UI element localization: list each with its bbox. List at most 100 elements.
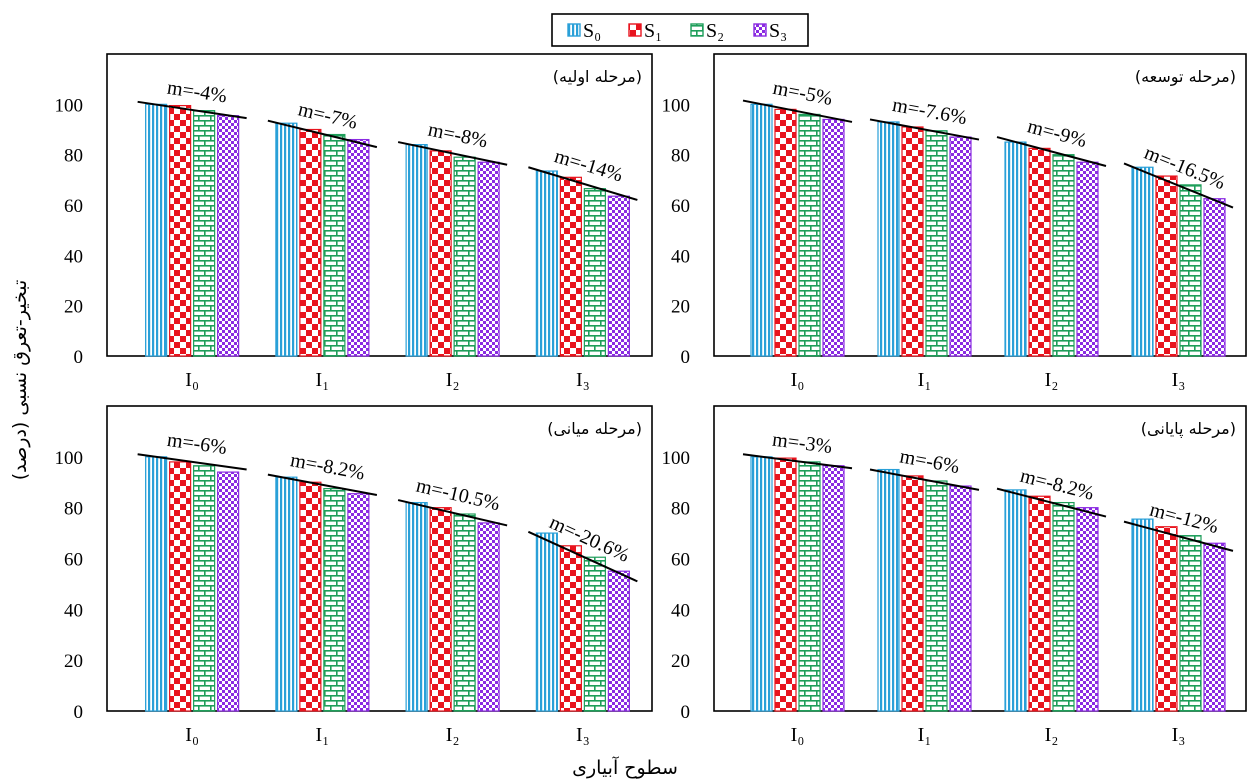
bar-S₀-0 [750, 103, 773, 357]
bar-S₂-2 [1052, 501, 1075, 712]
y-tick-label: 0 [681, 347, 691, 368]
bar-S₁-1 [299, 481, 322, 712]
y-tick-label: 60 [64, 196, 83, 217]
bar-S₀-1 [275, 476, 298, 712]
bar-S₁-0 [169, 104, 192, 357]
x-tick-label: I₂ [1045, 369, 1059, 391]
bar-S₁-0 [774, 457, 797, 712]
bar-S₀-3 [1131, 166, 1154, 357]
x-tick-label: I₁ [316, 369, 330, 391]
bar-S₀-3 [535, 170, 558, 357]
y-tick-label: 20 [671, 651, 690, 672]
chart-panels: 0 20 40 60 80 100 (مرحله اولیه) m=-4% I₀ m=-7% I₁ m… [55, 53, 1247, 746]
y-tick-label: 100 [55, 448, 84, 469]
bar-S₁-1 [901, 126, 924, 357]
slope-annotation: m=-3% [771, 429, 833, 458]
y-tick-label: 100 [662, 95, 691, 116]
bar-S₂-0 [193, 110, 216, 357]
bar-S₂-3 [583, 188, 606, 357]
bar-S₃-3 [607, 195, 630, 357]
slope-annotation: m=-7% [296, 98, 360, 134]
x-tick-label: I₁ [918, 724, 932, 746]
trendline [1123, 162, 1234, 209]
panel-1: 0 20 40 60 80 100 (مرحله توسعه) m=-5% I₀ m=-7.6% I… [662, 53, 1247, 391]
y-tick-label: 100 [55, 95, 84, 116]
bar-S₂-3 [1179, 535, 1202, 712]
trendline [996, 487, 1107, 518]
slope-annotation: m=-5% [771, 77, 834, 110]
trendline [267, 473, 378, 496]
bar-S₃-1 [347, 138, 370, 357]
bar-S₃-2 [1076, 161, 1099, 357]
y-tick-label: 60 [64, 550, 83, 571]
bar-S₂-0 [193, 465, 216, 712]
trendline [742, 453, 853, 470]
bar-S₀-2 [405, 501, 428, 712]
bar-S₀-2 [1004, 141, 1027, 357]
plot-frame [106, 53, 653, 357]
bar-S₃-2 [477, 522, 500, 712]
y-tick-label: 80 [64, 499, 83, 520]
bar-S₂-0 [798, 461, 821, 712]
stage-label: (مرحله میانی) [547, 419, 642, 439]
legend-swatch-0 [567, 23, 581, 37]
bar-S₃-1 [949, 485, 972, 712]
bar-S₁-3 [559, 176, 582, 357]
panel-2: 0 20 40 60 80 100 (مرحله میانی) m=-6% I₀ m=-8.2% I… [55, 405, 653, 746]
bar-S₁-1 [299, 128, 322, 357]
trendline [397, 499, 508, 527]
y-tick-label: 40 [671, 246, 690, 267]
legend: S₀ S₁ S₂ S₃ [551, 13, 809, 47]
bar-S₃-2 [477, 161, 500, 357]
legend-label-1: S₁ [644, 20, 662, 42]
bar-S₃-1 [347, 493, 370, 712]
y-tick-label: 40 [64, 246, 83, 267]
bar-S₂-2 [453, 513, 476, 712]
bar-S₀-0 [145, 456, 168, 712]
y-tick-label: 0 [74, 347, 84, 368]
bar-S₁-0 [169, 461, 192, 712]
bar-S₀-2 [1004, 489, 1027, 712]
y-tick-label: 20 [64, 297, 83, 318]
y-tick-label: 80 [671, 499, 690, 520]
x-tick-label: I₃ [576, 724, 590, 746]
bar-S₃-0 [217, 471, 240, 712]
plot-frame [713, 405, 1247, 712]
x-tick-label: I₂ [446, 369, 460, 391]
bar-S₂-2 [453, 156, 476, 357]
bar-S₁-2 [1028, 147, 1051, 357]
stage-label: (مرحله اولیه) [553, 67, 642, 87]
bar-S₁-2 [1028, 495, 1051, 712]
slope-annotation: m=-7.6% [891, 94, 969, 129]
x-axis-label: سطوح آبیاری [572, 755, 678, 779]
bar-S₀-2 [405, 144, 428, 357]
bar-S₀-3 [535, 532, 558, 712]
x-tick-label: I₁ [316, 724, 330, 746]
trendline [869, 468, 980, 491]
bar-S₀-0 [750, 456, 773, 712]
bar-S₃-3 [607, 570, 630, 712]
trendline [137, 453, 247, 471]
panel-0: 0 20 40 60 80 100 (مرحله اولیه) m=-4% I₀ m=-7% I₁ m… [55, 53, 653, 391]
bar-S₁-1 [901, 475, 924, 712]
bar-S₃-2 [1076, 507, 1099, 712]
x-tick-label: I₃ [1172, 369, 1186, 391]
legend-swatch-2 [690, 23, 704, 37]
slope-annotation: m=-4% [166, 77, 229, 108]
bar-S₀-0 [145, 103, 168, 357]
x-tick-label: I₀ [185, 724, 199, 746]
bar-S₁-2 [429, 150, 452, 357]
trendline [527, 530, 638, 583]
y-tick-label: 80 [671, 146, 690, 167]
bar-S₂-1 [323, 133, 346, 357]
bar-S₃-0 [217, 115, 240, 357]
bar-S₁-0 [774, 108, 797, 357]
bar-S₀-1 [275, 122, 298, 357]
trendline [742, 99, 853, 123]
bar-S₁-2 [429, 507, 452, 712]
x-tick-label: I₂ [1045, 724, 1059, 746]
y-tick-label: 0 [681, 702, 691, 723]
x-tick-label: I₂ [446, 724, 460, 746]
stage-label: (مرحله توسعه) [1135, 67, 1236, 87]
bar-S₁-3 [559, 545, 582, 712]
